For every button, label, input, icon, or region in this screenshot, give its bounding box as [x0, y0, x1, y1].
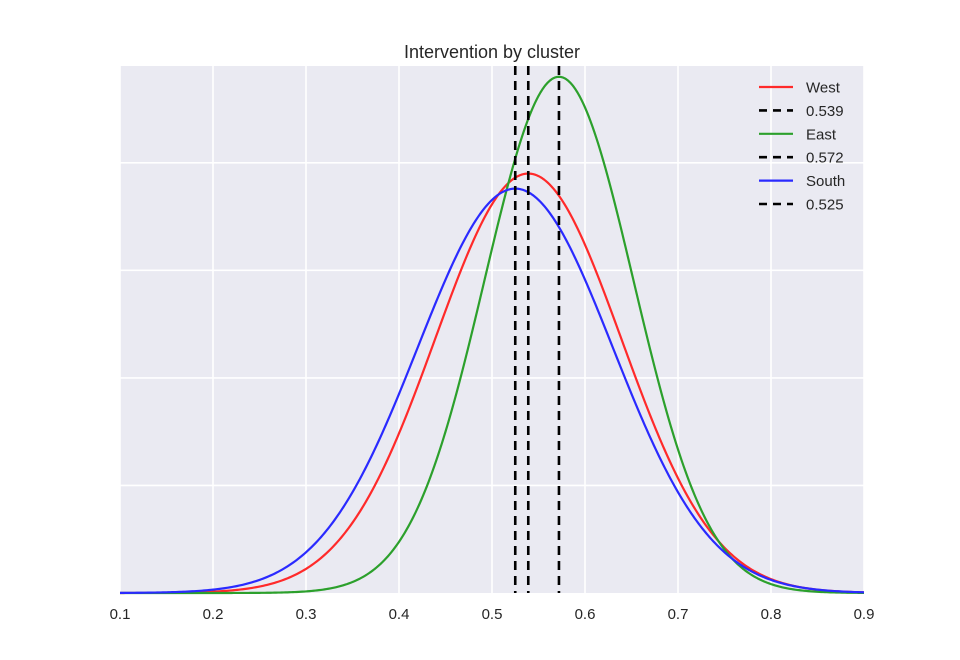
mean-lines [513, 66, 561, 593]
legend-label: South [806, 173, 845, 190]
x-tick-label: 0.4 [389, 606, 410, 623]
x-tick-label: 0.6 [575, 606, 596, 623]
x-tick-label: 0.7 [668, 606, 689, 623]
legend-label: 0.572 [806, 150, 844, 167]
x-tick-label: 0.1 [110, 606, 131, 623]
grid-lines [119, 66, 865, 593]
x-tick-label: 0.3 [296, 606, 317, 623]
x-tick-label: 0.9 [854, 606, 875, 623]
x-tick-label: 0.8 [761, 606, 782, 623]
series-line-south [119, 187, 865, 594]
legend-label: 0.525 [806, 197, 844, 214]
legend-label: East [806, 126, 837, 143]
series-line-east [120, 75, 865, 595]
series-line-west [120, 172, 865, 595]
series-layer [119, 75, 865, 595]
legend: West 0.539 East 0.572 South 0.525 [759, 80, 845, 214]
legend-label: West [806, 80, 841, 97]
x-tick-label: 0.5 [482, 606, 503, 623]
x-axis-ticks: 0.1 0.2 0.3 0.4 0.5 0.6 0.7 0.8 0.9 [110, 606, 875, 623]
chart-title: Intervention by cluster [404, 42, 580, 62]
legend-label: 0.539 [806, 103, 844, 120]
x-tick-label: 0.2 [203, 606, 224, 623]
